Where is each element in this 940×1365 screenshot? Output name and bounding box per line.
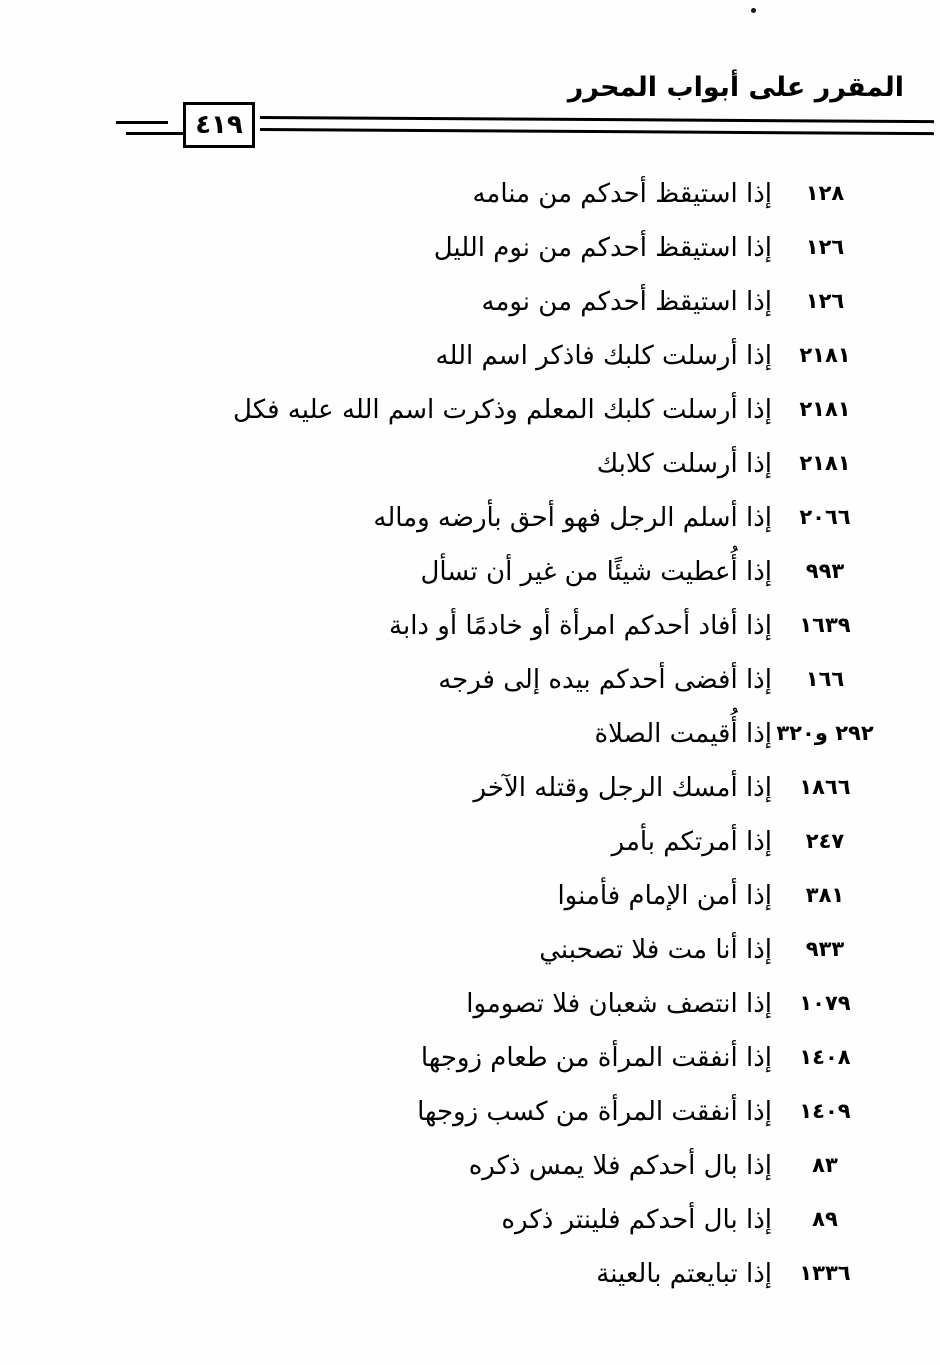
entry-text: إذا استيقظ أحدكم من منامه xyxy=(472,179,772,209)
page-number: ٤١٩ xyxy=(195,110,243,140)
entry-text: إذا أرسلت كلبك المعلم وذكرت اسم الله علي… xyxy=(233,395,772,425)
running-head-title: المقرر على أبواب المحرر xyxy=(567,72,904,103)
entry-text: إذا استيقظ أحدكم من نوم الليل xyxy=(433,233,772,263)
entry-text: إذا أنا مت فلا تصحبني xyxy=(539,935,772,965)
hadith-index-list: ١٢٨ إذا استيقظ أحدكم من منامه ١٢٦ إذا اس… xyxy=(85,166,878,1300)
entry-page-number: ١٢٦ xyxy=(805,289,845,313)
index-row: ١٣٣٦ إذا تبايعتم بالعينة xyxy=(85,1246,878,1300)
entry-text: إذا أُعطيت شيئًا من غير أن تسأل xyxy=(420,557,772,587)
index-row: ٢٤٧ إذا أمرتكم بأمر xyxy=(85,814,878,868)
header-rule-top xyxy=(260,116,935,124)
index-row: ١٠٧٩ إذا انتصف شعبان فلا تصوموا xyxy=(85,976,878,1030)
entry-page-number: ١٤٠٩ xyxy=(799,1099,851,1123)
entry-text: إذا أفاد أحدكم امرأة أو خادمًا أو دابة xyxy=(389,611,772,641)
entry-text: إذا أفضى أحدكم بيده إلى فرجه xyxy=(438,665,772,695)
index-row: ٨٩ إذا بال أحدكم فلينتر ذكره xyxy=(85,1192,878,1246)
index-row: ٢٩٢ و٣٢٠ إذا أُقيمت الصلاة xyxy=(85,706,878,760)
entry-page-number: ٨٩ xyxy=(812,1207,838,1231)
index-row: ٣٨١ إذا أمن الإمام فأمنوا xyxy=(85,868,878,922)
entry-text: إذا انتصف شعبان فلا تصوموا xyxy=(466,989,772,1019)
entry-page-number: ١٤٠٨ xyxy=(799,1045,851,1069)
index-row: ١٨٦٦ إذا أمسك الرجل وقتله الآخر xyxy=(85,760,878,814)
header-double-rule xyxy=(259,116,935,136)
entry-text: إذا أنفقت المرأة من طعام زوجها xyxy=(420,1043,772,1073)
entry-text: إذا أرسلت كلبك فاذكر اسم الله xyxy=(435,341,772,371)
index-row: ٨٣ إذا بال أحدكم فلا يمس ذكره xyxy=(85,1138,878,1192)
entry-text: إذا أنفقت المرأة من كسب زوجها xyxy=(417,1097,772,1127)
index-row: ٢١٨١ إذا أرسلت كلبك فاذكر اسم الله xyxy=(85,328,878,382)
header-left-dash-top xyxy=(116,121,168,124)
index-row: ٩٣٣ إذا أنا مت فلا تصحبني xyxy=(85,922,878,976)
index-row: ٢٠٦٦ إذا أسلم الرجل فهو أحق بأرضه وماله xyxy=(85,490,878,544)
entry-page-number: ٩٩٣ xyxy=(805,559,845,583)
entry-text: إذا تبايعتم بالعينة xyxy=(596,1259,772,1289)
scan-speck xyxy=(751,8,756,13)
entry-page-number: ٣٨١ xyxy=(805,883,845,907)
entry-text: إذا بال أحدكم فلينتر ذكره xyxy=(501,1205,772,1235)
entry-page-number: ٢٠٦٦ xyxy=(799,505,851,529)
entry-text: إذا أرسلت كلابك xyxy=(596,449,772,479)
entry-page-number: ٢٩٢ و٣٢٠ xyxy=(776,721,874,745)
entry-page-number: ٢١٨١ xyxy=(799,451,851,475)
header-left-dash-bottom xyxy=(126,132,184,135)
entry-page-number: ١٦٦ xyxy=(805,667,845,691)
entry-page-number: ٩٣٣ xyxy=(805,937,845,961)
entry-text: إذا استيقظ أحدكم من نومه xyxy=(481,287,773,317)
entry-page-number: ٢٤٧ xyxy=(805,829,845,853)
entry-page-number: ١٦٣٩ xyxy=(799,613,851,637)
entry-page-number: ٨٣ xyxy=(812,1153,838,1177)
entry-text: إذا أمرتكم بأمر xyxy=(611,827,772,857)
index-row: ١٦٦ إذا أفضى أحدكم بيده إلى فرجه xyxy=(85,652,878,706)
entry-text: إذا أُقيمت الصلاة xyxy=(594,719,772,749)
entry-page-number: ١٣٣٦ xyxy=(799,1261,851,1285)
entry-text: إذا بال أحدكم فلا يمس ذكره xyxy=(468,1151,772,1181)
page-number-box: ٤١٩ xyxy=(183,102,255,148)
index-row: ٩٩٣ إذا أُعطيت شيئًا من غير أن تسأل xyxy=(85,544,878,598)
entry-page-number: ١٨٦٦ xyxy=(799,775,851,799)
entry-text: إذا أمسك الرجل وقتله الآخر xyxy=(473,773,772,803)
index-row: ٢١٨١ إذا أرسلت كلابك xyxy=(85,436,878,490)
index-row: ١٢٨ إذا استيقظ أحدكم من منامه xyxy=(85,166,878,220)
entry-text: إذا أسلم الرجل فهو أحق بأرضه وماله xyxy=(373,503,772,533)
entry-text: إذا أمن الإمام فأمنوا xyxy=(557,881,772,911)
entry-page-number: ١٢٦ xyxy=(805,235,845,259)
index-row: ٢١٨١ إذا أرسلت كلبك المعلم وذكرت اسم الل… xyxy=(85,382,878,436)
index-row: ١٦٣٩ إذا أفاد أحدكم امرأة أو خادمًا أو د… xyxy=(85,598,878,652)
entry-page-number: ٢١٨١ xyxy=(799,397,851,421)
index-row: ١٢٦ إذا استيقظ أحدكم من نوم الليل xyxy=(85,220,878,274)
index-row: ١٤٠٩ إذا أنفقت المرأة من كسب زوجها xyxy=(85,1084,878,1138)
index-row: ١٢٦ إذا استيقظ أحدكم من نومه xyxy=(85,274,878,328)
header-rule-bottom xyxy=(259,127,934,136)
index-row: ١٤٠٨ إذا أنفقت المرأة من طعام زوجها xyxy=(85,1030,878,1084)
entry-page-number: ١٠٧٩ xyxy=(799,991,851,1015)
entry-page-number: ١٢٨ xyxy=(805,181,845,205)
entry-page-number: ٢١٨١ xyxy=(799,343,851,367)
